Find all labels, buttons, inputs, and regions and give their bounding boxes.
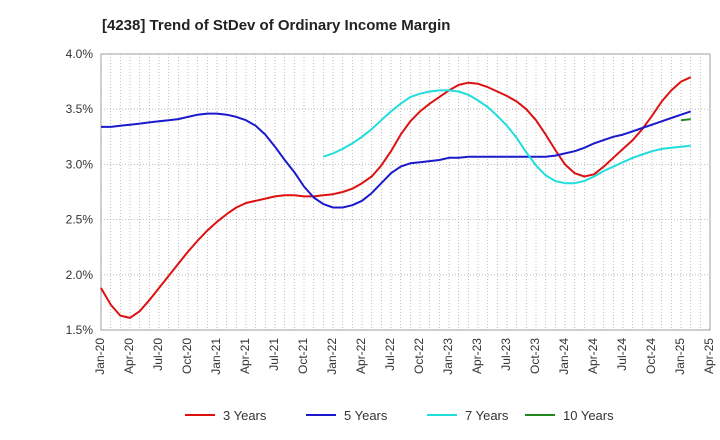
- legend: 3 Years 5 Years 7 Years 10 Years: [185, 408, 614, 423]
- x-tick-label: Jan-20: [93, 338, 107, 375]
- x-tick-label: Oct-21: [296, 338, 310, 374]
- y-tick-label: 4.0%: [66, 47, 94, 61]
- x-tick-label: Jul-21: [267, 338, 281, 371]
- grid: [100, 53, 711, 331]
- plot-area: [100, 53, 711, 331]
- legend-item: 7 Years: [427, 408, 509, 423]
- x-tick-label: Apr-22: [354, 338, 368, 374]
- x-axis: Jan-20 Apr-20 Jul-20 Oct-20 Jan-21 Apr-21 Jul-…: [93, 338, 716, 375]
- x-tick-label: Jul-20: [151, 338, 165, 371]
- legend-label: 7 Years: [465, 408, 509, 423]
- chart-title: [4238] Trend of StDev of Ordinary Income…: [102, 17, 450, 34]
- legend-label: 10 Years: [563, 408, 614, 423]
- x-tick-label: Jul-23: [499, 338, 513, 371]
- x-tick-label: Jan-24: [557, 338, 571, 375]
- x-tick-label: Apr-21: [238, 338, 252, 374]
- x-tick-label: Oct-20: [180, 338, 194, 374]
- series-line: [680, 118, 691, 122]
- x-tick-label: Jan-22: [325, 338, 339, 375]
- x-tick-label: Jan-21: [209, 338, 223, 375]
- series-line: [100, 76, 692, 319]
- legend-item: 3 Years: [185, 408, 267, 423]
- y-tick-label: 3.0%: [66, 157, 94, 171]
- x-tick-label: Jul-24: [615, 338, 629, 371]
- y-tick-label: 2.5%: [66, 213, 94, 227]
- x-tick-label: Apr-23: [470, 338, 484, 374]
- y-tick-label: 1.5%: [66, 323, 94, 337]
- series-lines: [100, 76, 692, 319]
- x-tick-label: Jul-22: [383, 338, 397, 371]
- x-tick-label: Oct-23: [528, 338, 542, 374]
- x-tick-label: Apr-20: [122, 338, 136, 374]
- x-tick-label: Jan-25: [673, 338, 687, 375]
- x-tick-label: Apr-25: [702, 338, 716, 374]
- y-tick-label: 2.0%: [66, 268, 94, 282]
- y-axis: 1.5% 2.0% 2.5% 3.0% 3.5% 4.0%: [66, 47, 94, 337]
- legend-item: 10 Years: [525, 408, 614, 423]
- legend-item: 5 Years: [306, 408, 388, 423]
- series-line: [322, 89, 691, 185]
- x-tick-label: Apr-24: [586, 338, 600, 374]
- y-tick-label: 3.5%: [66, 102, 94, 116]
- x-tick-label: Oct-24: [644, 338, 658, 374]
- x-tick-label: Jan-23: [441, 338, 455, 375]
- series-line: [101, 110, 692, 209]
- legend-label: 3 Years: [223, 408, 267, 423]
- legend-label: 5 Years: [344, 408, 388, 423]
- x-tick-label: Oct-22: [412, 338, 426, 374]
